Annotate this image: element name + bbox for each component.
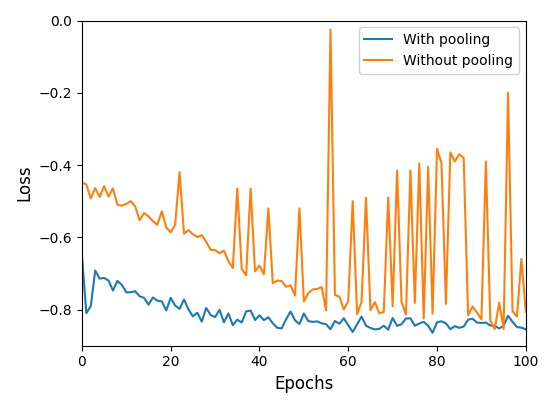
Y-axis label: Loss: Loss — [15, 165, 33, 202]
With pooling — [189, 314, 196, 319]
With pooling — [412, 324, 418, 328]
Line: With pooling: With pooling — [82, 255, 526, 333]
With pooling — [79, 253, 85, 258]
With pooling — [345, 323, 352, 328]
Without pooling — [79, 180, 85, 185]
Without pooling — [350, 199, 356, 204]
Without pooling — [491, 327, 498, 332]
Without pooling — [283, 284, 289, 289]
X-axis label: Epochs: Epochs — [274, 375, 334, 393]
Without pooling — [327, 27, 334, 32]
With pooling — [522, 327, 529, 332]
Legend: With pooling, Without pooling: With pooling, Without pooling — [359, 27, 519, 73]
Line: Without pooling: Without pooling — [82, 29, 526, 329]
With pooling — [389, 316, 396, 321]
Without pooling — [394, 168, 401, 173]
With pooling — [110, 288, 116, 293]
Without pooling — [110, 186, 116, 191]
Without pooling — [189, 232, 196, 237]
Without pooling — [416, 161, 423, 166]
Without pooling — [522, 309, 529, 314]
With pooling — [429, 330, 436, 335]
With pooling — [283, 317, 289, 322]
